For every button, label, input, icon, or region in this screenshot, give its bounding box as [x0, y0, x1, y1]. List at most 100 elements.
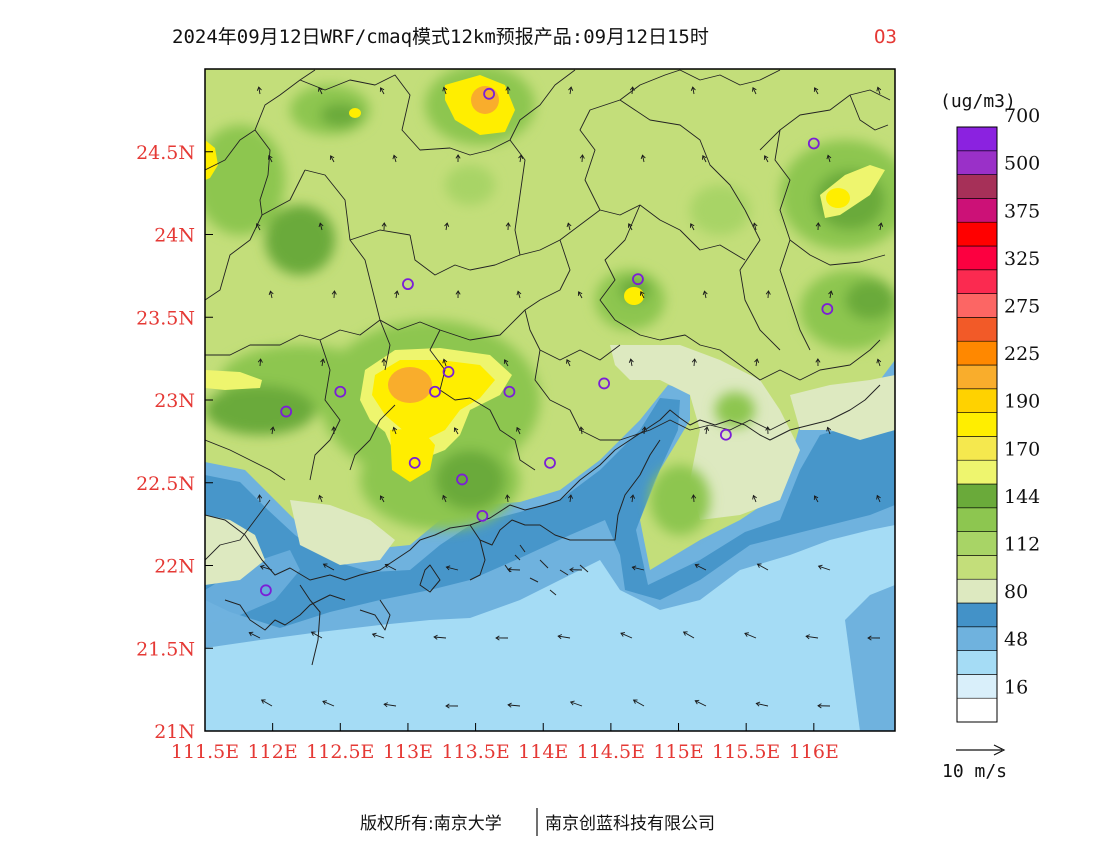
y-tick-label: 22.5N — [136, 473, 195, 495]
colorbar-label: 16 — [1004, 676, 1028, 698]
wind-arrow — [453, 427, 459, 435]
footer-copyright: 版权所有:南京大学 — [360, 814, 502, 834]
station-marker — [402, 278, 414, 291]
wind-arrow — [322, 700, 335, 707]
colorbar-band — [956, 340, 998, 366]
colorbar-label: 225 — [1004, 343, 1040, 365]
wind-arrow — [442, 86, 448, 95]
wind-arrow — [826, 426, 832, 435]
wind-arrow — [756, 563, 769, 571]
station-marker — [280, 405, 293, 418]
station-marker — [821, 303, 834, 315]
wind-arrow — [383, 702, 397, 708]
wind-arrow — [518, 154, 524, 163]
coastline — [205, 384, 881, 666]
wind-arrow — [268, 290, 274, 299]
x-tick-label: 112E — [248, 741, 298, 763]
colorbar-band — [956, 697, 998, 723]
colorbar-band — [956, 293, 998, 318]
wind-arrow — [318, 222, 324, 231]
colorbar-band — [956, 388, 998, 413]
wind-arrow — [322, 563, 335, 571]
x-tick-label: 116E — [789, 741, 839, 763]
colorbar-band — [956, 174, 998, 199]
wind-arrow — [256, 86, 262, 95]
x-tick-label: 115.5E — [712, 741, 780, 763]
wind-arrow — [817, 703, 831, 709]
wind-arrow — [578, 426, 584, 435]
wind-arrow — [632, 699, 645, 707]
wind-arrow — [641, 426, 647, 435]
colorbar-frame — [956, 126, 998, 723]
y-tick-label: 24N — [154, 225, 195, 247]
x-axis: 111.5E 112E 112.5E 113E 113.5E 114E 114.5E 115E… — [171, 723, 839, 763]
wind-arrow — [690, 86, 696, 95]
wind-reference-label: 10 m/s — [942, 761, 1007, 782]
y-tick-label: 23.5N — [136, 307, 195, 329]
station-marker — [334, 385, 347, 398]
y-tick-label: 21N — [154, 721, 195, 743]
wind-arrow — [392, 426, 398, 435]
wind-arrow — [507, 702, 521, 708]
x-tick-label: 112.5E — [306, 741, 374, 763]
wind-arrow — [813, 495, 819, 503]
wind-arrow — [455, 290, 461, 299]
footer-company: 南京创蓝科技有限公司 — [545, 814, 715, 834]
wind-arrow — [331, 290, 337, 299]
wind-arrow — [270, 426, 276, 435]
wind-arrow — [505, 222, 511, 231]
wind-arrow — [630, 494, 636, 503]
wind-arrow — [257, 494, 263, 503]
species-label: O3 — [874, 26, 897, 48]
station-marker — [483, 87, 496, 100]
wind-arrow — [704, 426, 710, 435]
wind-arrow — [754, 358, 760, 367]
wind-arrow — [259, 564, 273, 571]
wind-vector-field — [248, 86, 884, 709]
wind-arrow — [755, 701, 769, 707]
colorbar-band — [956, 364, 998, 390]
wind-arrow — [569, 700, 583, 707]
wind-arrow — [329, 155, 335, 163]
wind-arrow — [392, 154, 398, 163]
wind-arrow — [765, 290, 771, 299]
colorbar-unit-label: (ug/m3) — [940, 91, 1016, 112]
wind-arrow — [744, 632, 757, 639]
hotspot-prd-orange — [388, 367, 432, 403]
wind-arrow — [752, 494, 757, 503]
y-tick-label: 21.5N — [136, 638, 195, 660]
wind-arrow — [455, 154, 461, 163]
colorbar-label: 700 — [1004, 105, 1040, 127]
wind-arrow — [878, 222, 884, 231]
station-marker — [429, 385, 441, 398]
wind-arrow — [577, 291, 583, 299]
wind-arrow — [579, 154, 585, 163]
x-tick-label: 111.5E — [171, 741, 239, 763]
wind-arrow — [318, 494, 323, 503]
sea-east-48 — [845, 585, 895, 731]
wind-arrow — [805, 634, 819, 640]
wind-arrow — [817, 564, 831, 571]
colorbar-band — [956, 245, 998, 271]
monitoring-stations — [259, 87, 834, 597]
wind-arrow — [371, 632, 385, 639]
wind-arrow — [569, 567, 583, 573]
wind-arrow — [566, 222, 572, 231]
wind-arrow — [257, 358, 263, 367]
y-tick-label: 23N — [154, 390, 195, 412]
colorbar-label: 170 — [1004, 438, 1040, 460]
station-marker — [456, 473, 468, 486]
wind-arrow — [557, 634, 571, 640]
wind-arrow — [568, 86, 574, 95]
wind-arrow — [876, 86, 882, 95]
wind-arrow — [752, 222, 758, 231]
wind-reference-arrowhead — [993, 744, 1006, 756]
colorbar-label: 112 — [1004, 534, 1040, 556]
wind-arrow — [255, 223, 261, 231]
wind-arrow — [268, 155, 273, 163]
hotspot-prd-south — [390, 428, 435, 482]
wind-arrow — [867, 635, 881, 641]
wind-arrow — [628, 358, 634, 367]
wind-arrow — [694, 699, 707, 707]
